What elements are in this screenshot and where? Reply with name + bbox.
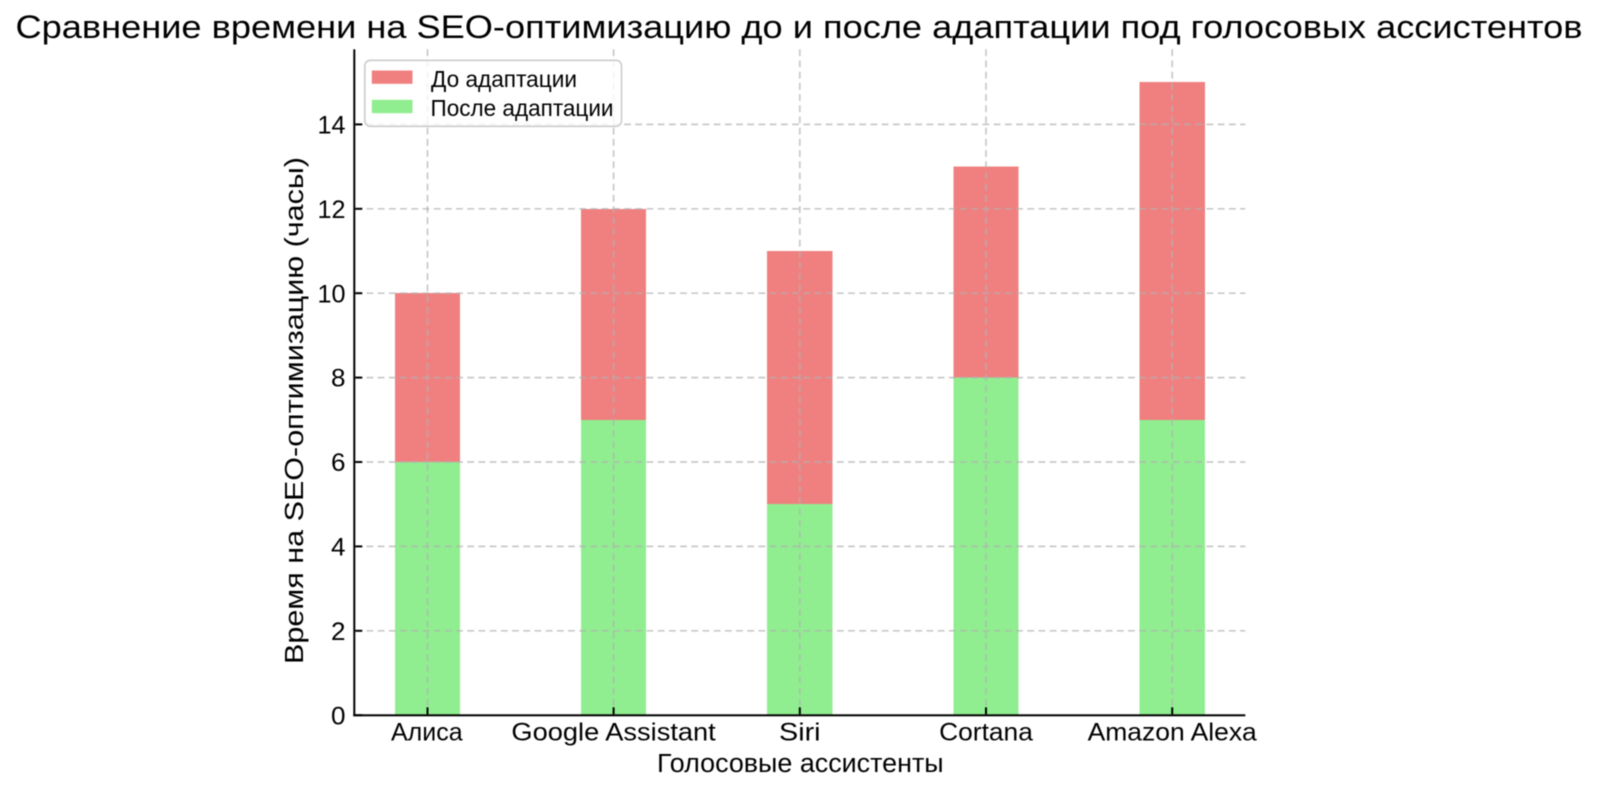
svg-text:6: 6: [331, 449, 346, 477]
svg-text:2: 2: [331, 618, 346, 646]
svg-text:0: 0: [331, 702, 346, 730]
svg-text:Сравнение времени на SEO-оптим: Сравнение времени на SEO-оптимизацию до …: [16, 9, 1583, 45]
svg-text:10: 10: [318, 280, 346, 308]
svg-text:Голосовые ассистенты: Голосовые ассистенты: [657, 750, 944, 778]
svg-text:После адаптации: После адаптации: [431, 95, 614, 121]
svg-text:8: 8: [331, 365, 346, 393]
svg-text:Siri: Siri: [779, 719, 821, 747]
svg-text:14: 14: [318, 112, 346, 140]
svg-text:Google Assistant: Google Assistant: [511, 719, 715, 747]
svg-text:До адаптации: До адаптации: [431, 66, 577, 92]
svg-text:12: 12: [318, 196, 346, 224]
svg-text:Cortana: Cortana: [939, 719, 1033, 747]
svg-text:Время на SEO-оптимизацию (часы: Время на SEO-оптимизацию (часы): [281, 157, 309, 664]
svg-text:4: 4: [331, 534, 346, 562]
svg-text:Amazon Alexa: Amazon Alexa: [1088, 719, 1257, 747]
svg-text:Алиса: Алиса: [391, 719, 463, 747]
